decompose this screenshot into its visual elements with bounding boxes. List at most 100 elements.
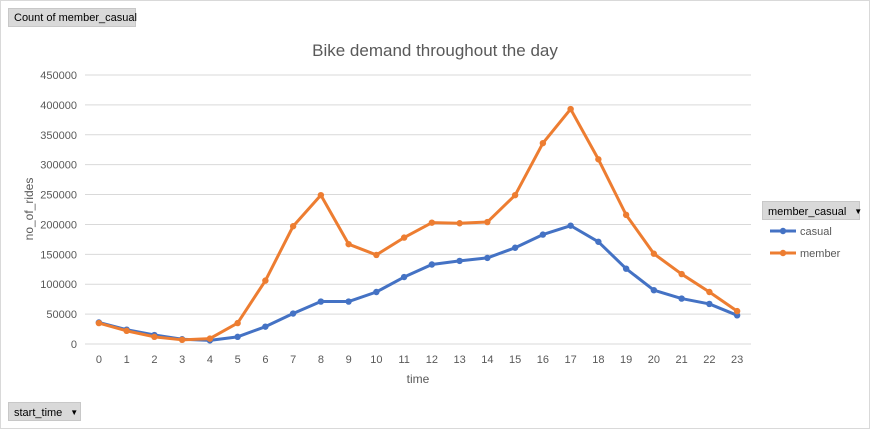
member-data-point: [595, 156, 602, 163]
y-tick-label: 350000: [40, 130, 77, 142]
y-tick-label: 100000: [40, 279, 77, 291]
casual-data-point: [289, 310, 297, 317]
x-tick-label: 2: [151, 354, 157, 366]
legend-item-casual: casual: [770, 226, 832, 238]
x-tick-label: 5: [235, 354, 241, 366]
x-tick-label: 17: [565, 354, 577, 366]
casual-data-point: [373, 288, 380, 296]
dropdown-arrow-icon: ▼: [70, 408, 79, 417]
member-data-point: [428, 219, 436, 226]
member-data-point: [289, 223, 297, 230]
member-data-point: [650, 250, 658, 257]
member-data-point: [622, 211, 630, 219]
x-tick-label: 19: [620, 354, 632, 366]
x-tick-label: 20: [648, 354, 660, 366]
legend-field-label: member_casual: [768, 206, 847, 218]
x-tick-label: 0: [96, 354, 102, 366]
member-data-point: [678, 270, 685, 278]
member-data-point: [95, 319, 103, 327]
member-data-point: [400, 234, 408, 241]
x-tick-label: 22: [703, 354, 715, 366]
member-data-point: [456, 220, 463, 227]
member-data-point: [262, 277, 269, 284]
member-data-point: [733, 307, 741, 315]
casual-data-point: [706, 300, 713, 308]
x-tick-label: 7: [290, 354, 296, 366]
x-axis-ticks: 0 1 2 3 4 5 6 7 8 9 10 11 12 13 14 15 16 17 18 19 20 21 22 23: [96, 354, 743, 366]
member-data-point: [373, 251, 380, 259]
member-data-point: [345, 240, 352, 248]
x-tick-label: 3: [179, 354, 185, 366]
legend-label: member: [800, 248, 841, 260]
casual-data-point: [428, 261, 436, 268]
member-data-point: [484, 218, 491, 226]
x-tick-label: 9: [346, 354, 352, 366]
x-tick-label: 6: [262, 354, 268, 366]
casual-data-point: [262, 323, 269, 330]
value-field-button[interactable]: Count of member_casual: [8, 8, 137, 27]
y-tick-label: 0: [71, 339, 77, 351]
legend-field-button[interactable]: member_casual ▼: [762, 201, 863, 220]
member-data-point: [234, 319, 241, 327]
y-tick-label: 150000: [40, 249, 77, 261]
x-tick-label: 16: [537, 354, 549, 366]
casual-data-point: [539, 231, 547, 238]
y-tick-label: 400000: [40, 100, 77, 112]
casual-data-point: [456, 257, 463, 265]
y-tick-label: 450000: [40, 70, 77, 82]
chart-title: Bike demand throughout the day: [312, 41, 558, 60]
gridlines: [85, 74, 751, 345]
legend-marker: [779, 227, 787, 235]
legend-label: casual: [800, 226, 832, 238]
x-tick-label: 14: [481, 354, 493, 366]
x-tick-label: 4: [207, 354, 213, 366]
x-tick-label: 10: [370, 354, 382, 366]
casual-data-point: [400, 273, 408, 281]
x-tick-label: 18: [592, 354, 604, 366]
y-tick-label: 250000: [40, 190, 77, 202]
x-tick-label: 12: [426, 354, 438, 366]
member-data-point: [206, 335, 214, 342]
legend-item-member: member: [770, 248, 841, 260]
member-data-point: [178, 336, 186, 344]
x-tick-label: 23: [731, 354, 743, 366]
y-axis-ticks: 0 50000 100000 150000 200000 250000 300000 3500…: [40, 70, 77, 351]
x-tick-label: 11: [398, 354, 409, 366]
casual-data-point: [317, 298, 325, 305]
axis-field-button[interactable]: start_time ▼: [8, 402, 81, 421]
dropdown-arrow-icon: ▼: [854, 207, 863, 216]
member-data-point: [567, 105, 574, 113]
casual-data-point: [622, 265, 630, 272]
y-tick-label: 200000: [40, 219, 77, 231]
casual-data-point: [484, 254, 491, 262]
x-tick-label: 13: [454, 354, 466, 366]
casual-data-point: [567, 222, 574, 229]
casual-data-point: [595, 238, 602, 245]
member-data-point: [539, 139, 547, 147]
x-tick-label: 21: [676, 354, 688, 366]
casual-data-point: [511, 244, 519, 251]
x-tick-label: 15: [509, 354, 521, 366]
casual-data-point: [345, 298, 352, 305]
series-member: [95, 105, 741, 344]
member-data-point: [151, 333, 158, 341]
value-field-label: Count of member_casual: [14, 12, 137, 24]
series-lines: [95, 105, 741, 344]
member-line: [97, 107, 739, 342]
member-data-point: [511, 191, 519, 199]
y-axis-title: no_of_rides: [22, 178, 36, 241]
casual-data-point: [234, 333, 241, 341]
casual-data-point: [650, 287, 658, 294]
axis-field-label: start_time: [14, 407, 63, 419]
member-data-point: [706, 288, 713, 296]
y-tick-label: 50000: [46, 309, 77, 321]
legend: casual member: [770, 226, 841, 260]
casual-line: [97, 224, 739, 342]
member-data-point: [123, 327, 130, 335]
casual-data-point: [678, 295, 685, 302]
legend-marker: [779, 249, 787, 257]
y-tick-label: 300000: [40, 160, 77, 172]
x-axis-title: time: [407, 372, 430, 386]
